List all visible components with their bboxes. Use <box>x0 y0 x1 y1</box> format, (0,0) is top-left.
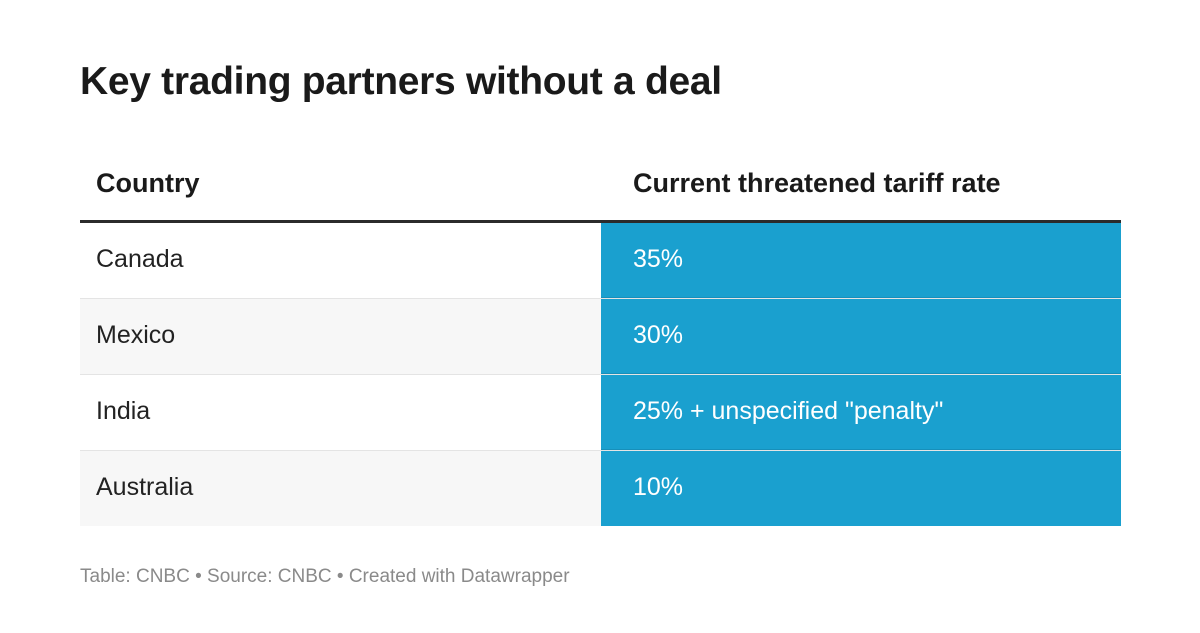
table-body: Canada 35% Mexico 30% India 25% + unspec… <box>80 223 1121 526</box>
tariff-rate-cell: 25% + unspecified "penalty" <box>601 375 1121 450</box>
country-name: Mexico <box>96 321 176 349</box>
chart-title: Key trading partners without a deal <box>80 60 722 103</box>
column-header-tariff-rate: Current threatened tariff rate <box>633 168 1001 198</box>
country-name: India <box>96 397 151 425</box>
country-name: Australia <box>96 473 194 501</box>
tariff-rate-value: 35% <box>633 245 684 273</box>
tariff-rate-value: 10% <box>633 473 684 501</box>
country-cell: Mexico <box>80 299 601 374</box>
table-row: Mexico 30% <box>80 299 1121 375</box>
tariff-rate-value: 25% + unspecified "penalty" <box>633 397 944 425</box>
tariff-rate-cell: 10% <box>601 451 1121 526</box>
table-row: Canada 35% <box>80 223 1121 299</box>
tariff-rate-cell: 35% <box>601 223 1121 298</box>
country-cell: India <box>80 375 601 450</box>
table-row: Australia 10% <box>80 451 1121 526</box>
country-cell: Australia <box>80 451 601 526</box>
tariff-rate-value: 30% <box>633 321 684 349</box>
country-name: Canada <box>96 245 184 273</box>
column-header-country: Country <box>96 168 200 198</box>
country-cell: Canada <box>80 223 601 298</box>
table-header-row: Country Current threatened tariff rate <box>80 150 1121 223</box>
source-footer: Table: CNBC • Source: CNBC • Created wit… <box>80 566 570 587</box>
tariff-table: Country Current threatened tariff rate C… <box>80 150 1121 526</box>
tariff-rate-cell: 30% <box>601 299 1121 374</box>
table-row: India 25% + unspecified "penalty" <box>80 375 1121 451</box>
